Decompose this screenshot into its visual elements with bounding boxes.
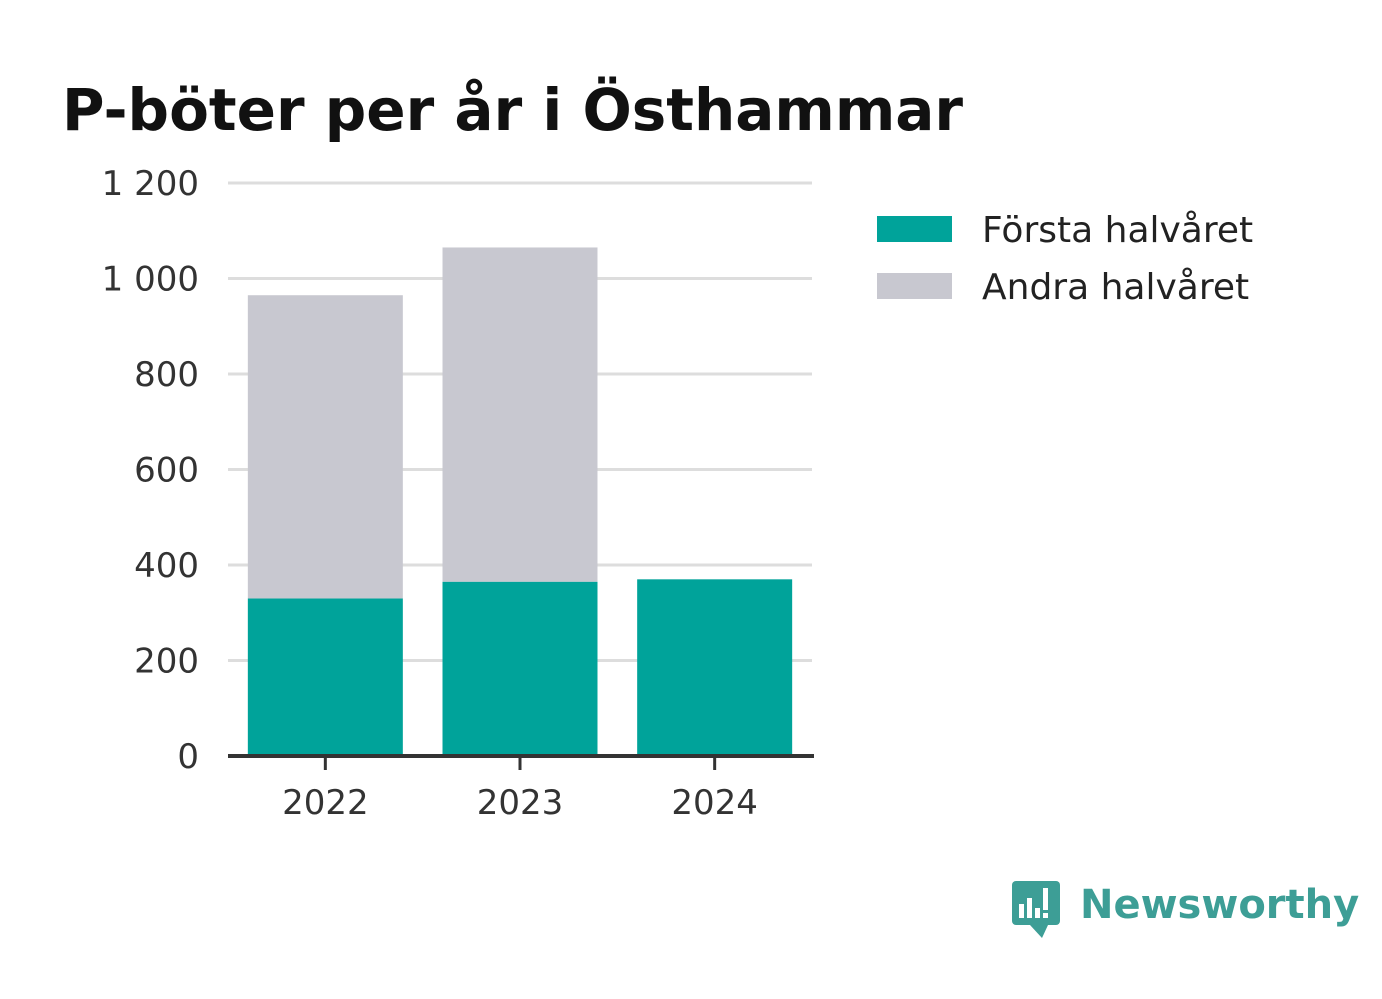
chart-title: P-böter per år i Östhammar: [62, 75, 963, 144]
bar-first-half-2023: [442, 581, 598, 756]
brand-name: Newsworthy: [1080, 882, 1359, 928]
y-tick-label: 600: [134, 451, 199, 491]
legend-label: Andra halvåret: [982, 267, 1249, 308]
y-tick-label: 200: [134, 642, 199, 682]
bar-first-half-2022: [247, 598, 403, 756]
axes: 0 200 400 600 800 1 000 1 200 2022 2023 2024: [102, 164, 814, 823]
newsworthy-logo-icon: [1012, 881, 1060, 938]
bar-second-half-2022: [247, 295, 403, 599]
y-tick-label: 1 000: [102, 260, 199, 300]
x-tick-label: 2023: [477, 783, 564, 823]
y-tick-label: 400: [134, 546, 199, 586]
legend: Första halvåret Andra halvåret: [877, 210, 1253, 308]
bar-first-half-2024: [637, 579, 793, 756]
legend-label: Första halvåret: [982, 210, 1253, 251]
brand-logo: Newsworthy: [1012, 881, 1359, 938]
legend-swatch-second-half: [877, 273, 952, 299]
x-tick-label: 2022: [282, 783, 369, 823]
y-tick-label: 0: [177, 737, 199, 777]
x-tick-label: 2024: [671, 783, 758, 823]
y-tick-label: 800: [134, 355, 199, 395]
legend-swatch-first-half: [877, 216, 952, 242]
bars: [247, 247, 793, 756]
bar-second-half-2023: [442, 247, 598, 582]
y-tick-label: 1 200: [102, 164, 199, 204]
